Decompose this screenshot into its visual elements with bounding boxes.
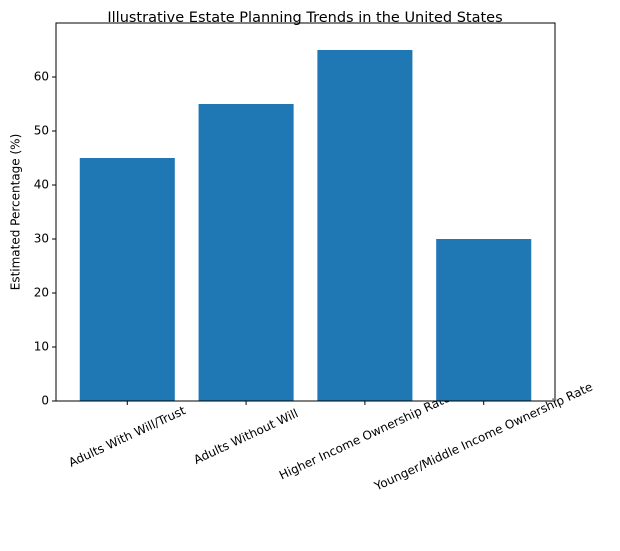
y-tick-label: 10 <box>34 340 49 354</box>
bar <box>198 104 294 401</box>
x-tick-label: Adults Without Will <box>191 406 300 467</box>
y-tick-label: 20 <box>34 286 49 300</box>
x-tick-label: Adults With Will/Trust <box>67 403 188 470</box>
y-axis-label: Estimated Percentage (%) <box>9 134 23 291</box>
plot-frame <box>55 22 556 402</box>
y-tick-label: 40 <box>34 178 49 192</box>
bar <box>79 158 175 401</box>
bar <box>436 239 532 401</box>
y-tick-label: 50 <box>34 124 49 138</box>
y-tick-label: 0 <box>41 394 49 408</box>
y-tick-label: 60 <box>34 70 49 84</box>
y-tick-label: 30 <box>34 232 49 246</box>
bar <box>317 50 413 401</box>
chart-title: Illustrative Estate Planning Trends in t… <box>107 10 502 26</box>
